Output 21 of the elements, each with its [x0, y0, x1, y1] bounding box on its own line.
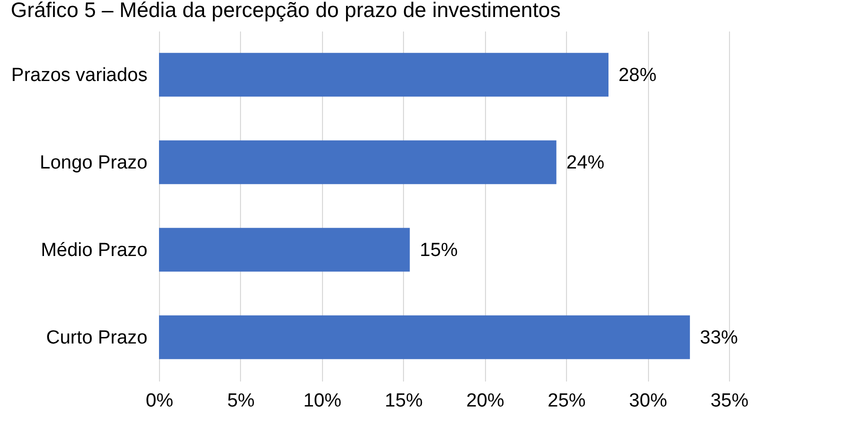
data-label: 33%: [700, 327, 738, 348]
y-tick-label: Longo Prazo: [40, 152, 148, 174]
data-label: 28%: [618, 64, 657, 86]
y-tick-label: Curto Prazo: [46, 327, 148, 348]
x-tick-label: 10%: [303, 390, 342, 412]
y-tick-label: Prazos variados: [11, 64, 148, 86]
y-tick-label: Médio Prazo: [40, 240, 148, 261]
bar: [159, 52, 608, 97]
data-label: 15%: [420, 240, 458, 261]
bar: [159, 228, 410, 272]
x-tick-label: 15%: [384, 390, 423, 412]
x-tick-label: 0%: [146, 390, 174, 412]
chart-title: Gráfico 5 – Média da percepção do prazo de investimentos: [10, 0, 561, 22]
data-label: 24%: [566, 152, 605, 174]
x-tick-label: 5%: [227, 390, 255, 412]
x-tick-label: 25%: [548, 390, 586, 412]
x-tick-label: 20%: [466, 390, 504, 412]
bar: [159, 315, 690, 360]
x-tick-label: 30%: [629, 390, 668, 412]
x-tick-label: 35%: [710, 390, 749, 412]
bar: [159, 140, 556, 184]
